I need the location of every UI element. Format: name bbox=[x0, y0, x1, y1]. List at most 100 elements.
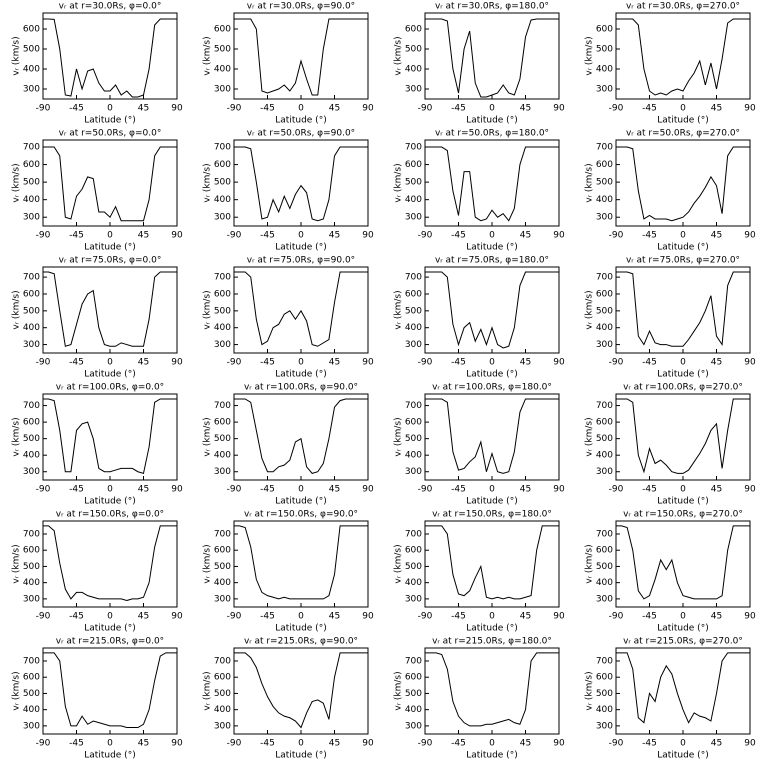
x-tick-label: 45 bbox=[520, 104, 531, 114]
y-tick-label: 500 bbox=[214, 178, 231, 188]
x-tick-label: 0 bbox=[107, 485, 113, 495]
y-tick-label: 700 bbox=[214, 273, 231, 283]
y-tick-label: 600 bbox=[214, 25, 231, 35]
x-tick-label: -90 bbox=[418, 739, 433, 749]
plot-frame bbox=[233, 393, 369, 481]
x-tick-label: 90 bbox=[362, 358, 374, 368]
y-tick-label: 700 bbox=[405, 143, 422, 153]
x-tick-label: 0 bbox=[298, 612, 304, 622]
plot-frame bbox=[424, 139, 560, 227]
x-tick-label: -45 bbox=[260, 358, 275, 368]
y-tick-label: 500 bbox=[405, 434, 422, 444]
x-tick-label: -45 bbox=[642, 358, 657, 368]
x-axis-label: Latitude (°) bbox=[466, 116, 517, 126]
y-tick-label: 400 bbox=[23, 195, 40, 205]
x-tick-label: 90 bbox=[553, 485, 565, 495]
x-tick-label: 90 bbox=[171, 231, 183, 241]
x-tick-label: 0 bbox=[107, 358, 113, 368]
y-tick-label: 700 bbox=[23, 401, 40, 411]
y-tick-label: 300 bbox=[214, 721, 231, 731]
x-tick-label: -90 bbox=[609, 104, 624, 114]
y-tick-label: 300 bbox=[405, 594, 422, 604]
y-tick-label: 700 bbox=[214, 529, 231, 539]
y-tick-label: 300 bbox=[214, 467, 231, 477]
y-tick-label: 500 bbox=[405, 562, 422, 572]
y-tick-label: 500 bbox=[214, 306, 231, 316]
y-tick-label: 300 bbox=[23, 213, 40, 223]
x-tick-label: 45 bbox=[138, 739, 149, 749]
y-tick-label: 400 bbox=[214, 705, 231, 715]
plot-frame bbox=[424, 647, 560, 735]
x-tick-label: 90 bbox=[362, 612, 374, 622]
x-tick-label: -90 bbox=[418, 104, 433, 114]
x-tick-label: 45 bbox=[138, 612, 149, 622]
x-tick-label: 90 bbox=[553, 739, 565, 749]
y-tick-label: 500 bbox=[214, 689, 231, 699]
panel: vᵣ at r=50.0Rs, φ=90.0° -90 -45 0 45 90 300 400… bbox=[203, 129, 374, 253]
y-tick-label: 500 bbox=[405, 306, 422, 316]
y-tick-label: 700 bbox=[23, 656, 40, 666]
x-tick-label: 0 bbox=[298, 231, 304, 241]
y-axis-label: vᵣ (km/s) bbox=[394, 290, 404, 329]
x-tick-label: 45 bbox=[329, 104, 340, 114]
y-tick-label: 600 bbox=[23, 289, 40, 299]
data-line bbox=[234, 525, 368, 600]
x-tick-label: -90 bbox=[418, 358, 433, 368]
x-tick-label: 0 bbox=[107, 739, 113, 749]
y-tick-label: 600 bbox=[214, 673, 231, 683]
x-axis-label: Latitude (°) bbox=[84, 243, 135, 253]
plot-frame bbox=[615, 520, 751, 608]
x-axis-label: Latitude (°) bbox=[275, 370, 326, 380]
y-tick-label: 300 bbox=[214, 594, 231, 604]
y-tick-label: 400 bbox=[405, 195, 422, 205]
x-tick-label: -90 bbox=[418, 612, 433, 622]
panel-title: vᵣ at r=50.0Rs, φ=90.0° bbox=[247, 129, 355, 139]
panel: vᵣ at r=100.0Rs, φ=0.0° -90 -45 0 45 90 300 400… bbox=[12, 383, 183, 507]
y-tick-label: 700 bbox=[23, 273, 40, 283]
x-tick-label: 45 bbox=[520, 739, 531, 749]
y-tick-label: 300 bbox=[23, 594, 40, 604]
data-line bbox=[234, 146, 368, 222]
x-tick-label: 0 bbox=[489, 485, 495, 495]
data-line bbox=[43, 398, 177, 475]
panel-title: vᵣ at r=215.0Rs, φ=90.0° bbox=[244, 637, 358, 647]
y-tick-label: 400 bbox=[596, 578, 613, 588]
y-tick-label: 700 bbox=[596, 529, 613, 539]
data-line bbox=[43, 271, 177, 347]
panel: vᵣ at r=75.0Rs, φ=180.0° -90 -45 0 45 90 300 40… bbox=[394, 256, 565, 380]
x-tick-label: 90 bbox=[744, 612, 756, 622]
y-tick-label: 400 bbox=[596, 705, 613, 715]
x-tick-label: 45 bbox=[711, 485, 722, 495]
data-line bbox=[234, 652, 368, 729]
x-tick-label: 45 bbox=[329, 612, 340, 622]
x-tick-label: 45 bbox=[711, 739, 722, 749]
x-tick-label: -45 bbox=[69, 739, 84, 749]
panel: vᵣ at r=100.0Rs, φ=180.0° -90 -45 0 45 90 300 4… bbox=[394, 383, 565, 507]
x-tick-label: -45 bbox=[260, 739, 275, 749]
y-axis-label: vᵣ (km/s) bbox=[394, 671, 404, 710]
x-axis-label: Latitude (°) bbox=[466, 370, 517, 380]
x-axis-label: Latitude (°) bbox=[84, 624, 135, 634]
y-axis-label: vᵣ (km/s) bbox=[585, 163, 595, 202]
y-tick-label: 700 bbox=[596, 143, 613, 153]
y-tick-label: 300 bbox=[405, 85, 422, 95]
y-axis-label: vᵣ (km/s) bbox=[203, 671, 213, 710]
y-tick-label: 500 bbox=[596, 689, 613, 699]
x-axis-label: Latitude (°) bbox=[466, 497, 517, 507]
x-tick-label: 90 bbox=[171, 612, 183, 622]
x-tick-label: -45 bbox=[451, 739, 466, 749]
y-tick-label: 600 bbox=[405, 546, 422, 556]
x-tick-label: 0 bbox=[680, 104, 686, 114]
x-tick-label: -90 bbox=[227, 231, 242, 241]
x-tick-label: 90 bbox=[744, 358, 756, 368]
x-tick-label: 90 bbox=[553, 612, 565, 622]
x-tick-label: -90 bbox=[609, 231, 624, 241]
x-tick-label: 0 bbox=[680, 612, 686, 622]
x-axis-label: Latitude (°) bbox=[275, 624, 326, 634]
y-tick-label: 500 bbox=[596, 434, 613, 444]
y-tick-label: 300 bbox=[23, 467, 40, 477]
data-line bbox=[425, 398, 559, 474]
x-tick-label: -45 bbox=[642, 739, 657, 749]
panel: vᵣ at r=30.0Rs, φ=180.0° -90 -45 0 45 90 300 40… bbox=[394, 2, 565, 126]
panel-title: vᵣ at r=100.0Rs, φ=0.0° bbox=[56, 383, 164, 393]
